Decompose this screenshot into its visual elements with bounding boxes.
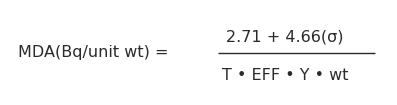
Text: 2.71 + 4.66(σ): 2.71 + 4.66(σ) [226,30,344,45]
Text: MDA(Bq/unit wt) =: MDA(Bq/unit wt) = [18,45,168,60]
Text: T • EFF • Y • wt: T • EFF • Y • wt [222,68,348,83]
